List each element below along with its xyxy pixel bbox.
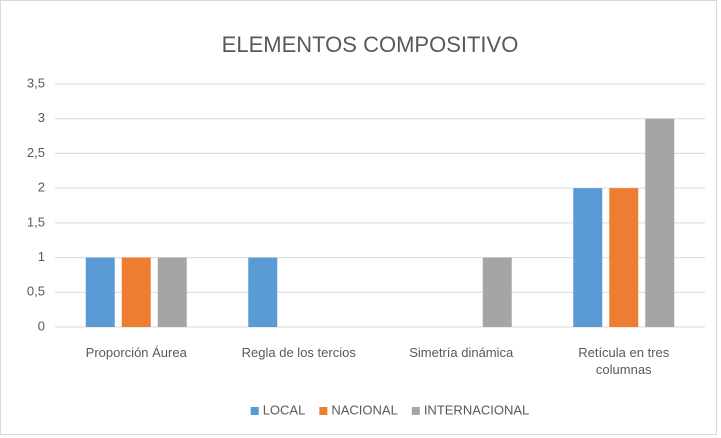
bar: [157, 257, 187, 327]
legend-label: NACIONAL: [331, 402, 397, 417]
legend-label: LOCAL: [263, 402, 306, 417]
y-tick-label: 0: [38, 318, 45, 333]
y-tick-label: 1,5: [27, 214, 45, 229]
bar: [645, 118, 675, 327]
y-tick-label: 0,5: [27, 284, 45, 299]
legend-swatch: [411, 407, 420, 415]
x-tick-label: Regla de los tercios: [241, 345, 356, 360]
x-tick-label: Retícula en tres columnas: [578, 345, 670, 377]
y-tick-label: 2: [38, 180, 45, 195]
x-tick-label: Proporción Áurea: [85, 345, 187, 360]
y-tick-label: 3,5: [27, 75, 45, 90]
bar: [85, 257, 115, 327]
x-tick-label: Simetría dinámica: [409, 345, 514, 360]
bar: [121, 257, 151, 327]
y-tick-label: 2,5: [27, 145, 45, 160]
bar: [573, 188, 603, 327]
legend-swatch: [250, 407, 259, 415]
chart-title: ELEMENTOS COMPOSITIVO: [222, 32, 519, 57]
legend-swatch: [319, 407, 328, 415]
y-tick-label: 1: [38, 249, 45, 264]
bar: [482, 257, 512, 327]
y-tick-label: 3: [38, 110, 45, 125]
bar: [248, 257, 278, 327]
legend-label: INTERNACIONAL: [424, 402, 529, 417]
bar: [609, 188, 639, 327]
